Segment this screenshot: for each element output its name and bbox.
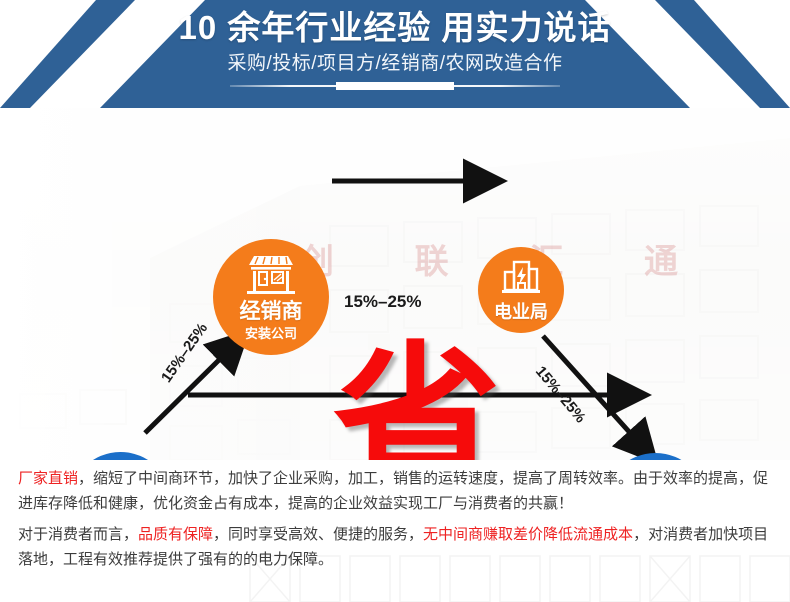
footer-p1-rest: ，缩短了中间商环节，加快了企业采购，加工，销售的运转速度，提高了周转效率。由于效… [18, 470, 769, 512]
node-bureau[interactable]: 电业局 [478, 247, 564, 333]
page-subtitle: 采购/投标/项目方/经销商/农网改造合作 [227, 53, 563, 74]
storefront-icon [245, 254, 297, 298]
footer-p2-part1: 对于消费者而言， [18, 526, 139, 543]
big-save-character: 省 [333, 326, 501, 460]
header-diagonal-stripes-decoration [0, 0, 790, 108]
node-dealer-title: 经销商 [239, 300, 303, 323]
footer-p2-part3: ，对消费者加快项目落地，工程有效推荐提供了强有的的电力保障。 [18, 526, 769, 568]
footer-p1-highlight: 厂家直销 [18, 470, 79, 487]
page-header: 10 余年行业经验 用实力说话 采购/投标/项目方/经销商/农网改造合作 [0, 0, 790, 108]
footer-paragraph-2: 对于消费者而言，品质有保障，同时享受高效、便捷的服务，无中间商赚取差价降低流通成… [18, 522, 776, 572]
node-dealer-subtitle: 安装公司 [244, 326, 297, 341]
header-divider-thick-segment [336, 82, 454, 90]
footer-description: 厂家直销，缩短了中间商环节，加快了企业采购，加工，销售的运转速度，提高了周转效率… [0, 460, 790, 602]
header-divider [230, 82, 560, 90]
diagram-stage: 创 联 汇 通 省 [0, 108, 790, 460]
footer-p2-highlight-2: 无中间商赚取差价降低流通成本 [423, 526, 634, 543]
node-dealer[interactable]: 经销商 安装公司 [213, 239, 329, 355]
footer-background-texture [0, 460, 790, 602]
footer-paragraph-1: 厂家直销，缩短了中间商环节，加快了企业采购，加工，销售的运转速度，提高了周转效率… [18, 466, 776, 516]
footer-p2-highlight-1: 品质有保障 [138, 526, 214, 543]
page-title: 10 余年行业经验 用实力说话 [178, 9, 612, 46]
node-brand[interactable]: 创联汇通 [69, 452, 172, 460]
flow-arrows [0, 108, 790, 460]
node-bureau-title: 电业局 [494, 301, 548, 322]
node-consumer[interactable]: 消费者 [604, 453, 707, 460]
power-building-icon [500, 260, 542, 300]
background-building-photo [0, 108, 790, 460]
arrow-label-dealer-to-bureau: 15%–25% [344, 292, 422, 311]
footer-p2-part2: ，同时享受高效、便捷的服务， [213, 526, 424, 543]
